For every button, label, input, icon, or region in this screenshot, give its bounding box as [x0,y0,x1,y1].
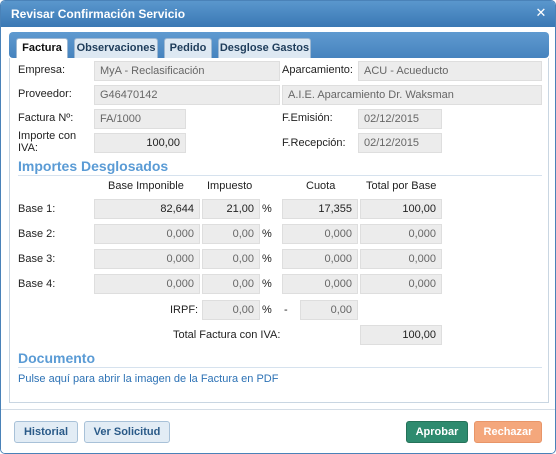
base-row-label: Base 2: [18,228,56,240]
base-row-label: Base 3: [18,253,56,265]
documento-section-title: Documento [18,350,95,366]
aprobar-button[interactable]: Aprobar [406,421,468,443]
proveedor-label: Proveedor: [18,88,72,100]
importe-label-line1: Importe con [18,130,77,142]
base-imponible-field[interactable]: 0,000 [94,224,200,244]
impuesto-field[interactable]: 0,00 [202,249,260,269]
aparcamiento-field[interactable]: ACU - Acueducto [358,61,542,81]
cuota-field[interactable]: 0,000 [282,249,358,269]
total-base-field[interactable]: 0,000 [360,224,442,244]
importe-field[interactable]: 100,00 [94,133,186,153]
tab-factura[interactable]: Factura [16,38,68,59]
importe-label-line2: IVA: [18,142,38,154]
proveedor-code-field[interactable]: G46470142 [94,85,280,105]
empresa-field[interactable]: MyA - Reclasificación [94,61,280,81]
base-imponible-field[interactable]: 82,644 [94,199,200,219]
base-row-label: Base 1: [18,203,56,215]
documento-section-divider [18,367,542,368]
percent-sign: % [262,203,272,215]
importes-section-divider [18,175,542,176]
historial-button[interactable]: Historial [14,421,78,443]
tab-bar: Factura Observaciones Pedido Desglose Ga… [9,32,549,59]
frecepcion-field[interactable]: 02/12/2015 [358,133,442,153]
irpf-field[interactable]: 0,00 [202,300,260,320]
irpf-dash: - [284,304,288,316]
base-imponible-field[interactable]: 0,000 [94,249,200,269]
header-impuesto: Impuesto [207,180,253,192]
impuesto-field[interactable]: 21,00 [202,199,260,219]
close-icon[interactable]: ✕ [535,5,547,20]
header-total-por-base: Total por Base [366,180,437,192]
proveedor-name-field[interactable]: A.I.E. Aparcamiento Dr. Waksman [282,85,542,105]
rechazar-button[interactable]: Rechazar [474,421,542,443]
total-base-field[interactable]: 0,000 [360,249,442,269]
factura-no-label: Factura Nº: [18,112,74,124]
dialog-body: Factura Observaciones Pedido Desglose Ga… [1,27,555,409]
cuota-field[interactable]: 0,000 [282,224,358,244]
base-row-label: Base 4: [18,278,56,290]
tab-desglose-gastos[interactable]: Desglose Gastos [218,38,311,58]
ver-solicitud-button[interactable]: Ver Solicitud [84,421,170,443]
irpf-cuota-field[interactable]: 0,00 [300,300,358,320]
dialog-title: Revisar Confirmación Servicio [11,7,186,21]
percent-sign: % [262,278,272,290]
dialog-footer: Historial Ver Solicitud Aprobar Rechazar [1,409,555,453]
femision-label: F.Emisión: [282,112,333,124]
empresa-label: Empresa: [18,64,66,76]
base-imponible-field[interactable]: 0,000 [94,274,200,294]
cuota-field[interactable]: 17,355 [282,199,358,219]
cuota-field[interactable]: 0,000 [282,274,358,294]
factura-no-field[interactable]: FA/1000 [94,109,186,129]
frecepcion-label: F.Recepción: [282,137,346,149]
femision-field[interactable]: 02/12/2015 [358,109,442,129]
tab-pedido[interactable]: Pedido [164,38,212,58]
tab-observaciones[interactable]: Observaciones [74,38,158,58]
importes-section-title: Importes Desglosados [18,158,169,174]
percent-sign: % [262,228,272,240]
aparcamiento-label: Aparcamiento: [282,64,353,76]
header-cuota: Cuota [306,180,336,192]
total-base-field[interactable]: 100,00 [360,199,442,219]
irpf-label: IRPF: [170,304,199,316]
total-factura-label: Total Factura con IVA: [173,329,281,341]
percent-sign: % [262,304,272,316]
percent-sign: % [262,253,272,265]
open-pdf-link[interactable]: Pulse aquí para abrir la imagen de la Fa… [18,373,279,385]
impuesto-field[interactable]: 0,00 [202,224,260,244]
total-base-field[interactable]: 0,000 [360,274,442,294]
factura-panel: Empresa: MyA - Reclasificación Aparcamie… [9,58,549,403]
total-factura-field[interactable]: 100,00 [360,325,442,345]
title-bar[interactable]: Revisar Confirmación Servicio ✕ [1,1,555,27]
header-base-imponible: Base Imponible [108,180,184,192]
impuesto-field[interactable]: 0,00 [202,274,260,294]
